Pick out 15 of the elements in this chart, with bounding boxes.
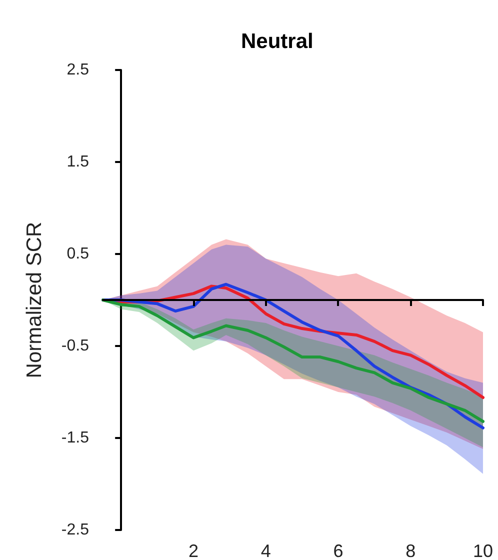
x-tick-label: 2 — [188, 541, 198, 560]
x-tick-label: 10 — [472, 541, 494, 560]
x-tick-label: 8 — [406, 541, 416, 560]
y-axis-title: Normalized SCR — [23, 222, 46, 378]
y-tick-label: -2.5 — [61, 522, 90, 538]
x-tick-label: 4 — [260, 541, 271, 560]
y-tick-label: 1.5 — [66, 154, 90, 170]
y-tick-label: -0.5 — [61, 338, 90, 354]
y-tick-label: 0.5 — [66, 246, 90, 262]
chart-title: Neutral — [241, 30, 314, 53]
line-series — [102, 282, 484, 430]
x-tick-label: 6 — [333, 541, 344, 560]
y-tick-label: -1.5 — [61, 430, 90, 446]
y-tick-label: 2.5 — [66, 62, 90, 78]
line-series — [102, 298, 484, 423]
